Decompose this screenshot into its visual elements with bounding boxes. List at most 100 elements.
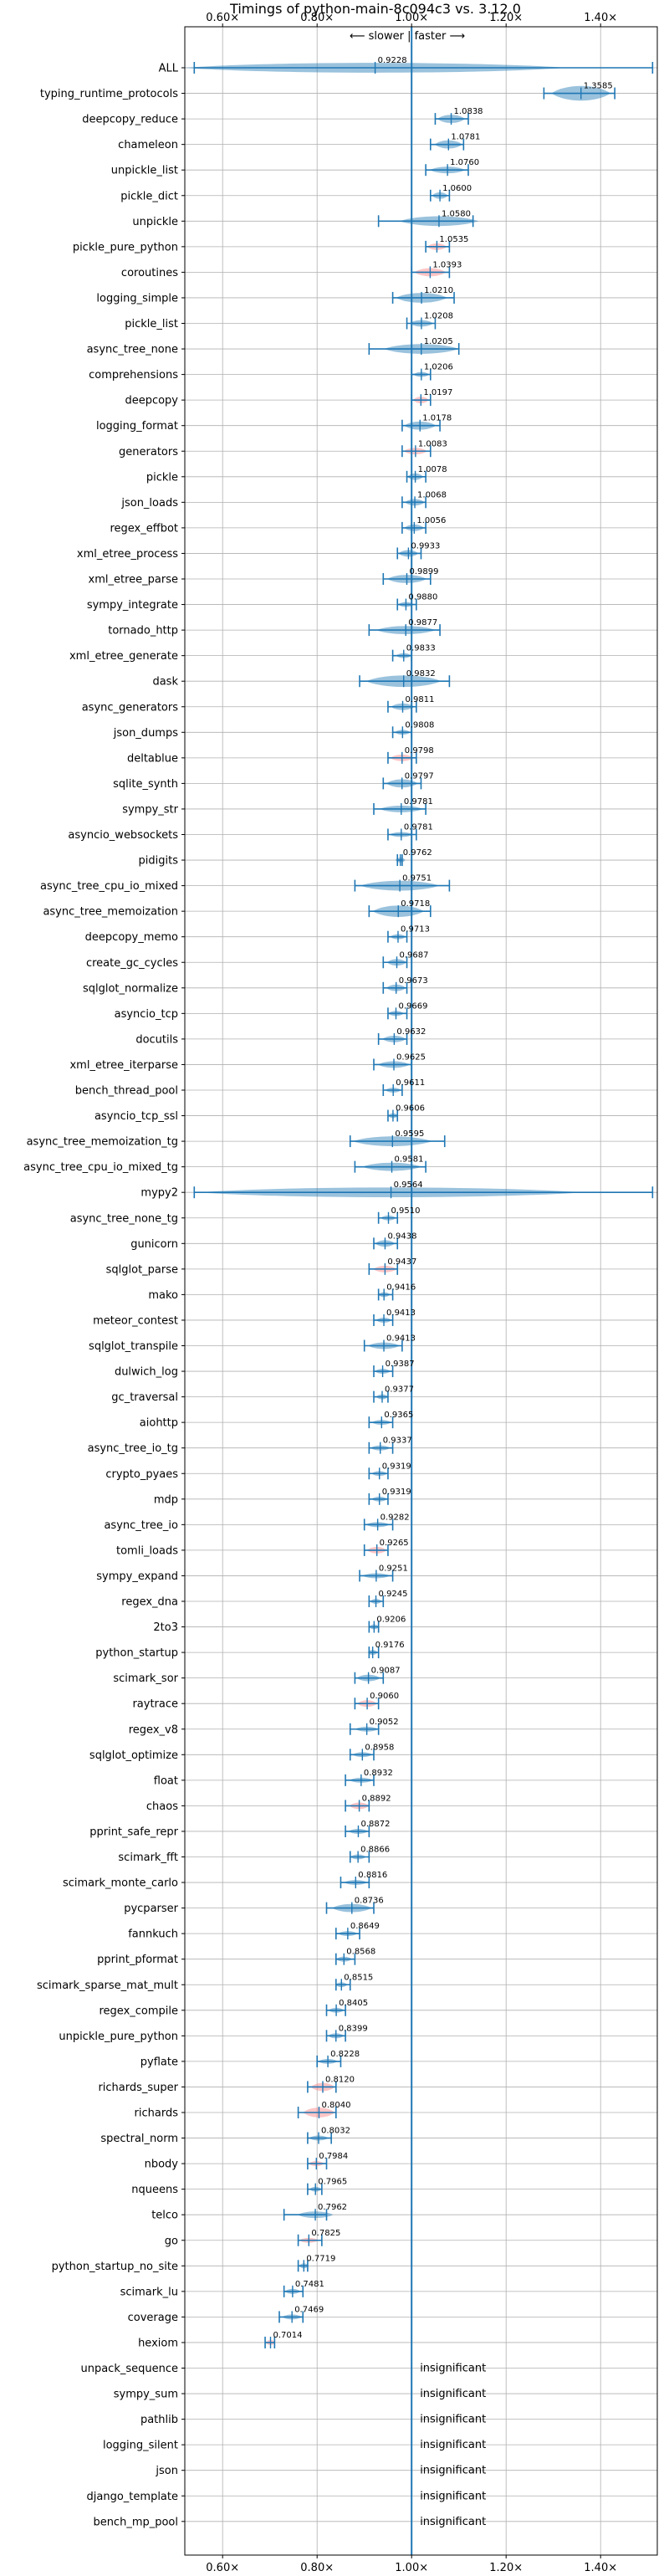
value-label: 0.8932 bbox=[364, 1769, 393, 1778]
benchmark-label: bench_thread_pool bbox=[75, 1085, 178, 1098]
value-label: 0.9337 bbox=[383, 1437, 412, 1446]
benchmark-label: async_tree_none bbox=[87, 344, 178, 356]
benchmark-label: create_gc_cycles bbox=[86, 957, 178, 970]
value-label: 0.8866 bbox=[360, 1846, 390, 1855]
value-label: 0.8649 bbox=[350, 1922, 380, 1931]
insignificant-label: insignificant bbox=[420, 2363, 486, 2375]
value-label: 0.9808 bbox=[405, 720, 434, 730]
benchmark-label: pprint_pformat bbox=[97, 1954, 178, 1966]
benchmark-label: sympy_integrate bbox=[87, 599, 178, 612]
benchmark-label: sympy_str bbox=[122, 803, 178, 816]
benchmark-label: scimark_fft bbox=[118, 1851, 178, 1864]
direction-label: ⟵ slower | faster ⟶ bbox=[350, 30, 465, 43]
benchmark-label: regex_compile bbox=[99, 2005, 178, 2017]
value-label: 0.9413 bbox=[386, 1334, 416, 1344]
x-tick-label-bottom: 1.20× bbox=[489, 2562, 523, 2574]
value-label: 0.9762 bbox=[403, 848, 432, 858]
benchmark-label: generators bbox=[119, 446, 178, 458]
value-label: 0.8872 bbox=[360, 1820, 390, 1829]
benchmark-label: richards_super bbox=[98, 2082, 178, 2094]
value-label: 0.7984 bbox=[319, 2152, 348, 2161]
benchmark-label: mdp bbox=[154, 1493, 178, 1506]
value-label: 0.9365 bbox=[384, 1411, 413, 1420]
benchmark-label: chaos bbox=[146, 1800, 178, 1813]
benchmark-label: spectral_norm bbox=[100, 2133, 178, 2145]
benchmark-label: logging_silent bbox=[103, 2440, 178, 2452]
benchmark-label: pickle_dict bbox=[120, 190, 178, 202]
value-label: 0.9811 bbox=[406, 695, 435, 704]
x-tick-label-top: 1.00× bbox=[395, 12, 428, 24]
value-label: 0.9087 bbox=[371, 1667, 401, 1676]
value-label: 1.0056 bbox=[416, 516, 446, 525]
benchmark-label: logging_simple bbox=[96, 292, 178, 305]
benchmark-label: async_tree_cpu_io_mixed bbox=[40, 880, 178, 893]
benchmark-label: chameleon bbox=[118, 139, 178, 151]
benchmark-label: sqlglot_transpile bbox=[89, 1340, 178, 1353]
benchmark-label: asyncio_websockets bbox=[68, 829, 178, 842]
value-label: 0.8515 bbox=[344, 1973, 373, 1982]
benchmark-label: sqlglot_optimize bbox=[89, 1749, 178, 1762]
benchmark-label: pickle_pure_python bbox=[73, 241, 178, 254]
value-label: 0.9899 bbox=[409, 567, 438, 576]
benchmark-label: xml_etree_process bbox=[77, 548, 178, 561]
value-label: 1.0838 bbox=[454, 107, 483, 116]
value-label: 0.9176 bbox=[375, 1641, 405, 1650]
benchmark-label: logging_format bbox=[96, 420, 178, 433]
benchmark-label: ALL bbox=[159, 63, 179, 75]
benchmark-label: go bbox=[165, 2235, 178, 2247]
benchmark-label: gc_traversal bbox=[111, 1391, 178, 1404]
benchmark-label: django_template bbox=[87, 2491, 178, 2503]
value-label: 0.9798 bbox=[405, 746, 434, 755]
benchmark-label: async_tree_none_tg bbox=[70, 1212, 178, 1225]
plot-frame bbox=[184, 26, 658, 2556]
value-label: 1.3585 bbox=[584, 82, 613, 91]
benchmark-label: bench_mp_pool bbox=[93, 2516, 178, 2528]
value-label: 1.0205 bbox=[424, 337, 453, 346]
benchmark-label: scimark_sor bbox=[113, 1672, 178, 1685]
benchmark-label: pidigits bbox=[139, 855, 179, 868]
benchmark-label: asyncio_tcp bbox=[115, 1008, 178, 1021]
benchmark-label: async_tree_memoization bbox=[43, 906, 178, 919]
value-label: 0.9206 bbox=[376, 1616, 406, 1625]
benchmark-label: nbody bbox=[145, 2159, 179, 2171]
benchmark-label: scimark_sparse_mat_mult bbox=[37, 1979, 178, 1992]
value-label: 0.9713 bbox=[401, 925, 430, 935]
insignificant-label: insignificant bbox=[420, 2439, 486, 2451]
benchmark-label: asyncio_tcp_ssl bbox=[94, 1110, 178, 1123]
value-label: 0.9416 bbox=[386, 1283, 416, 1292]
value-label: 0.9625 bbox=[396, 1052, 426, 1062]
benchmark-label: meteor_contest bbox=[93, 1314, 178, 1327]
value-label: 1.0078 bbox=[418, 465, 447, 474]
value-label: 1.0197 bbox=[423, 388, 452, 397]
insignificant-label: insignificant bbox=[420, 2516, 486, 2528]
benchmark-label: unpack_sequence bbox=[80, 2363, 178, 2375]
value-label: 0.9669 bbox=[398, 1001, 427, 1011]
value-label: 1.0178 bbox=[422, 414, 452, 423]
value-label: 0.9781 bbox=[404, 797, 433, 807]
value-label: 0.9564 bbox=[394, 1180, 423, 1190]
value-label: 0.9413 bbox=[386, 1308, 416, 1318]
value-label: 0.9833 bbox=[406, 644, 436, 653]
value-label: 0.8892 bbox=[362, 1794, 391, 1803]
value-label: 0.9387 bbox=[386, 1360, 415, 1369]
benchmark-label: sympy_sum bbox=[114, 2389, 178, 2401]
benchmark-label: sympy_expand bbox=[96, 1570, 178, 1583]
benchmark-label: typing_runtime_protocols bbox=[40, 88, 178, 100]
value-label: 0.9581 bbox=[395, 1155, 424, 1165]
benchmark-label: xml_etree_generate bbox=[69, 650, 178, 663]
benchmark-label: tornado_http bbox=[108, 625, 178, 638]
benchmark-label: deepcopy_memo bbox=[85, 931, 178, 944]
x-tick-label-top: 0.80× bbox=[300, 12, 334, 24]
benchmark-label: regex_dna bbox=[121, 1596, 178, 1609]
value-label: 0.9673 bbox=[399, 976, 428, 986]
benchmark-label: regex_v8 bbox=[129, 1723, 178, 1736]
benchmark-label: async_generators bbox=[82, 701, 179, 714]
insignificant-label: insignificant bbox=[420, 2388, 486, 2400]
value-label: 0.9832 bbox=[406, 669, 436, 679]
benchmark-label: scimark_lu bbox=[120, 2286, 178, 2298]
x-tick-label-bottom: 1.40× bbox=[584, 2562, 617, 2574]
value-label: 0.9687 bbox=[400, 950, 429, 960]
value-label: 0.9632 bbox=[396, 1027, 426, 1037]
benchmark-label: telco bbox=[151, 2210, 178, 2222]
value-label: 1.0068 bbox=[417, 490, 447, 499]
